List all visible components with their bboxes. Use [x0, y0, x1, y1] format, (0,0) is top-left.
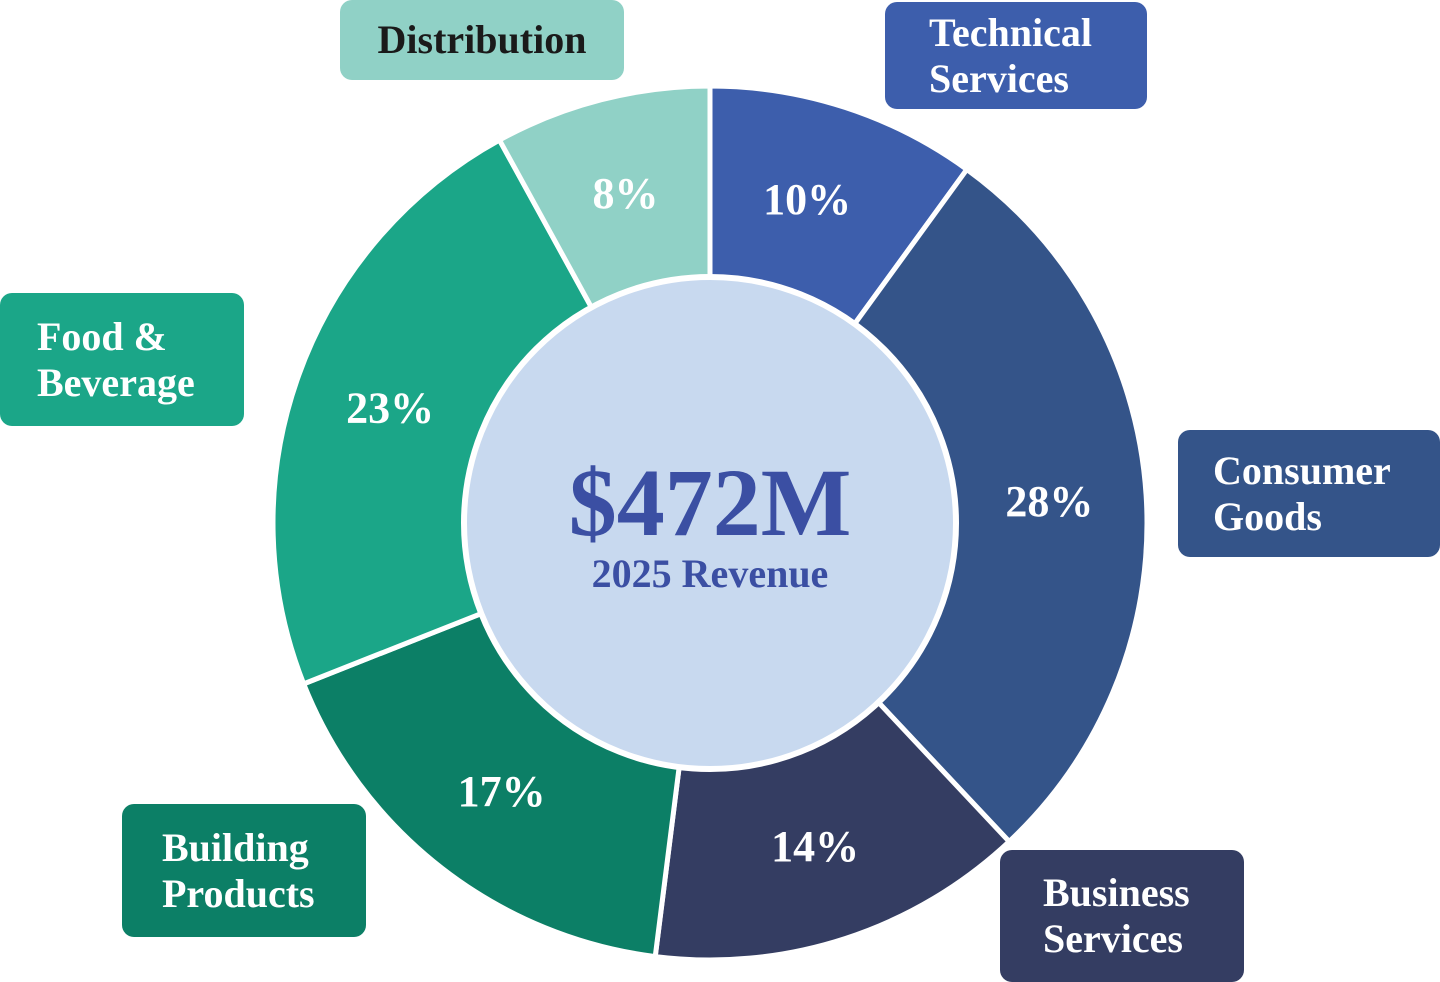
callout-label-line: Products [162, 870, 315, 916]
callout-label-line: Technical [929, 9, 1092, 55]
center-value: $472M [569, 449, 852, 556]
callout-label-line: Services [929, 55, 1069, 101]
slice-value-label: 10% [763, 175, 851, 224]
slice-value-label: 23% [346, 383, 434, 432]
callout-food-beverage: Food & Beverage [0, 293, 244, 426]
callout-label-line: Beverage [37, 359, 195, 405]
center-label: 2025 Revenue [592, 551, 829, 596]
callout-label-line: Business [1043, 870, 1190, 915]
center-circle [461, 274, 959, 772]
slice-value-label: 17% [458, 767, 546, 816]
callout-business-services: Business Services [1000, 850, 1244, 982]
callout-label-line: Services [1043, 916, 1183, 961]
callout-label-line: Food & [37, 313, 167, 359]
callout-label-line: Goods [1213, 493, 1322, 539]
callout-technical-services: Technical Services [885, 2, 1147, 109]
slice-value-label: 28% [1005, 477, 1093, 526]
callout-consumer-goods: Consumer Goods [1178, 430, 1440, 557]
callout-label-line: Building [162, 824, 309, 870]
slice-value-label: 14% [771, 822, 859, 871]
callout-distribution: Distribution [340, 0, 624, 80]
callout-building-products: Building Products [122, 804, 366, 937]
callout-label-line: Consumer [1213, 447, 1391, 493]
slice-value-labels: 10% 28% 14% 17% 23% 8% [346, 169, 1093, 871]
slice-value-label: 8% [592, 169, 658, 218]
callout-label-line: Distribution [377, 17, 587, 62]
